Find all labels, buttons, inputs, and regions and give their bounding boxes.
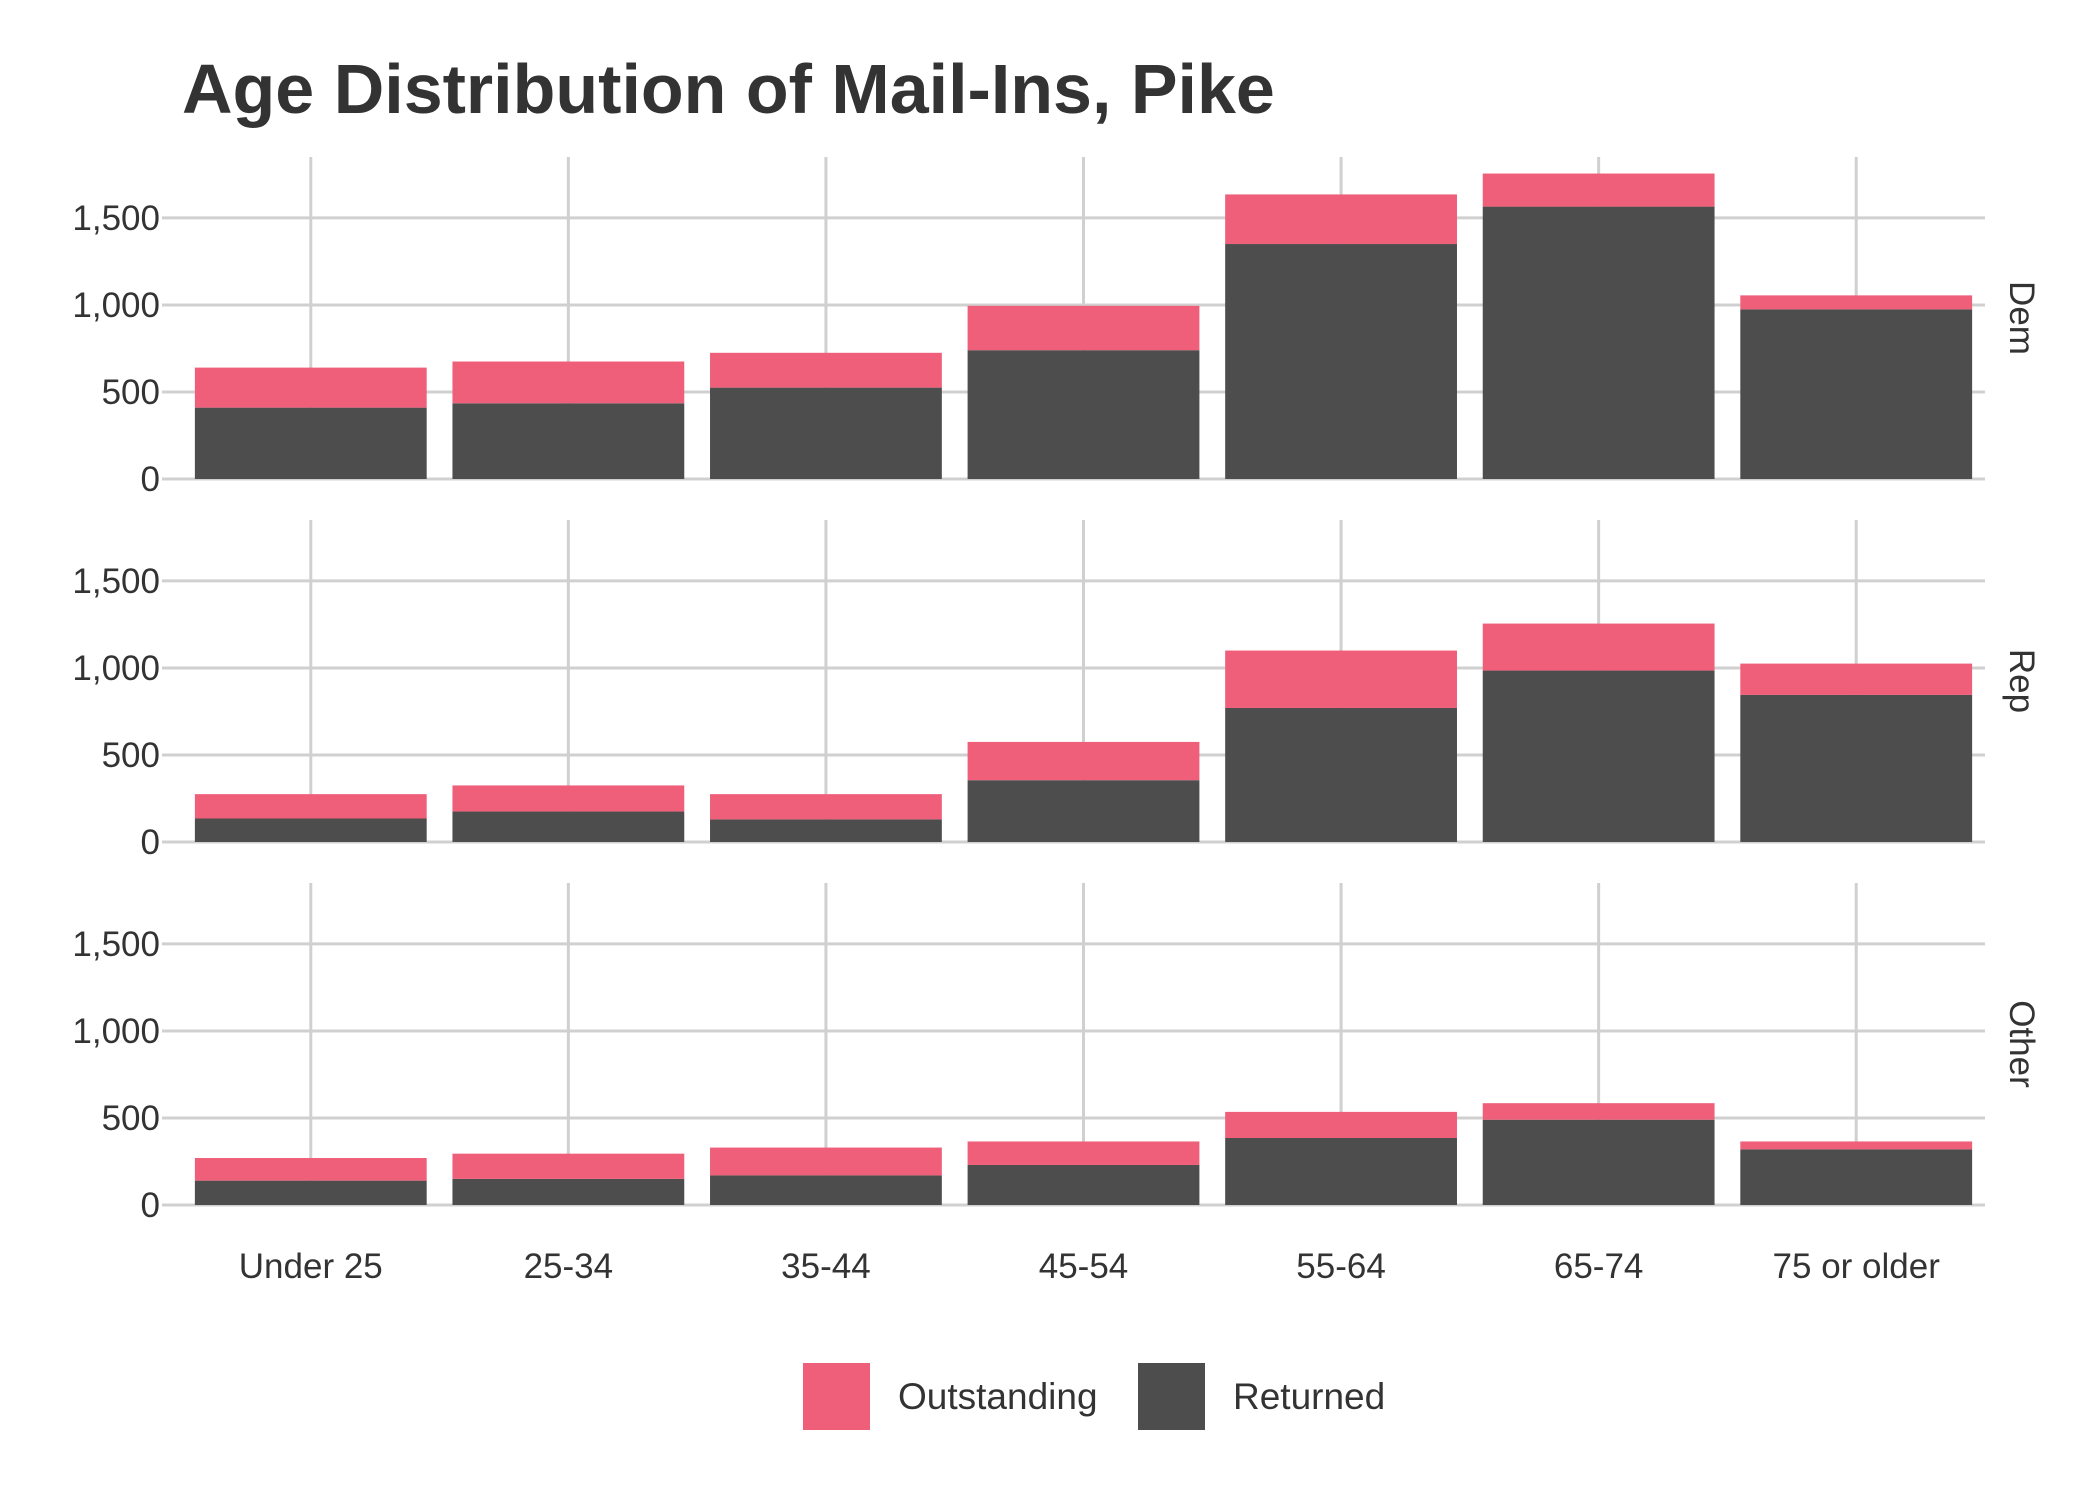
bar-outstanding <box>967 741 1200 781</box>
bar-returned <box>967 780 1200 842</box>
bar-outstanding <box>1225 650 1457 708</box>
bar-returned <box>710 387 942 479</box>
bar-outstanding <box>1740 295 1973 310</box>
bar-returned <box>1482 1119 1715 1205</box>
y-tick-label: 500 <box>102 1099 160 1138</box>
bar-returned <box>452 403 685 479</box>
bar-returned <box>452 811 685 842</box>
bar-returned <box>1482 206 1715 479</box>
bar-outstanding <box>194 367 427 408</box>
bar-returned <box>967 350 1200 479</box>
x-tick-label: Under 25 <box>239 1247 383 1286</box>
y-tick-label: 500 <box>102 736 160 775</box>
legend-swatch-returned <box>1138 1363 1205 1430</box>
bar-outstanding <box>1482 623 1715 671</box>
panel-dem: 0 500 1,000 1,500 Dem <box>72 157 2041 499</box>
bar-returned <box>967 1164 1200 1205</box>
y-tick-label: 1,000 <box>72 286 160 325</box>
legend-label-returned: Returned <box>1233 1376 1385 1417</box>
x-axis: Under 25 25-34 35-44 45-54 55-64 65-74 75 or o… <box>239 1247 1940 1286</box>
bar-outstanding <box>1740 663 1973 695</box>
legend-swatch-outstanding <box>803 1363 870 1430</box>
x-tick-label: 65-74 <box>1554 1247 1644 1286</box>
facet-label: Dem <box>2002 281 2041 355</box>
bar-outstanding <box>710 1147 942 1176</box>
bar-outstanding <box>194 794 427 819</box>
y-tick-label: 1,000 <box>72 649 160 688</box>
x-tick-label: 75 or older <box>1773 1247 1941 1286</box>
legend: Outstanding Returned <box>803 1363 1385 1430</box>
y-tick-label: 0 <box>141 823 160 862</box>
bar-returned <box>1482 670 1715 842</box>
y-tick-label: 0 <box>141 1186 160 1225</box>
y-tick-label: 1,500 <box>72 925 160 964</box>
bar-returned <box>710 1175 942 1205</box>
bar-outstanding <box>1482 1103 1715 1120</box>
bar-outstanding <box>1482 173 1715 207</box>
y-tick-label: 1,500 <box>72 199 160 238</box>
bar-outstanding <box>1225 1111 1457 1138</box>
legend-label-outstanding: Outstanding <box>898 1376 1098 1417</box>
x-tick-label: 45-54 <box>1039 1247 1129 1286</box>
bar-outstanding <box>967 305 1200 351</box>
bar-returned <box>1225 707 1457 842</box>
bar-outstanding <box>967 1141 1200 1165</box>
bar-returned <box>1740 694 1973 842</box>
x-tick-label: 55-64 <box>1296 1247 1386 1286</box>
bar-returned <box>452 1178 685 1205</box>
bar-returned <box>710 819 942 842</box>
bar-outstanding <box>1740 1141 1973 1150</box>
x-tick-label: 35-44 <box>781 1247 871 1286</box>
bar-outstanding <box>452 1153 685 1179</box>
y-tick-label: 1,500 <box>72 562 160 601</box>
bar-returned <box>1225 1137 1457 1205</box>
bar-returned <box>194 407 427 479</box>
x-tick-label: 25-34 <box>524 1247 614 1286</box>
panels: 0 500 1,000 1,500 Dem 0 500 1,000 1,500 Rep 0 500 1,… <box>72 157 2041 1225</box>
y-tick-label: 500 <box>102 373 160 412</box>
y-tick-label: 1,000 <box>72 1012 160 1051</box>
chart-title: Age Distribution of Mail-Ins, Pike <box>182 50 1275 128</box>
bar-outstanding <box>710 352 942 388</box>
y-tick-label: 0 <box>141 460 160 499</box>
bar-outstanding <box>1225 194 1457 245</box>
bar-outstanding <box>452 785 685 812</box>
bar-returned <box>194 818 427 842</box>
facet-label: Rep <box>2002 649 2041 713</box>
bar-returned <box>194 1180 427 1205</box>
bar-returned <box>1225 244 1457 479</box>
bar-outstanding <box>452 361 685 404</box>
panel-rep: 0 500 1,000 1,500 Rep <box>72 520 2041 862</box>
bar-returned <box>1740 1149 1973 1205</box>
facet-label: Other <box>2002 1000 2041 1088</box>
panel-other: 0 500 1,000 1,500 Other <box>72 883 2041 1225</box>
bar-outstanding <box>710 794 942 820</box>
bar-returned <box>1740 309 1973 479</box>
bar-outstanding <box>194 1158 427 1181</box>
